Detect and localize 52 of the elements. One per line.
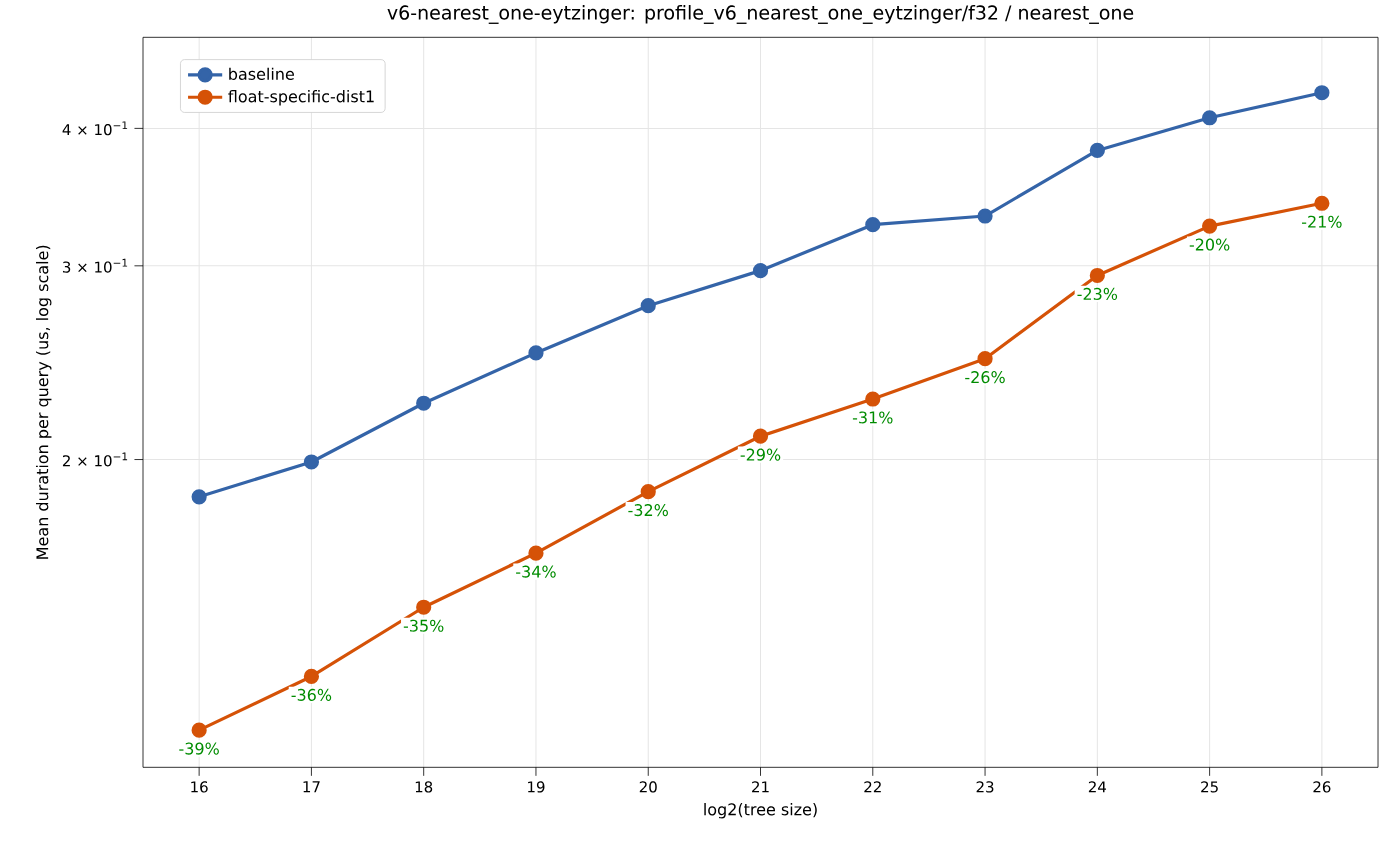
point	[640, 483, 656, 500]
annotation: -26%	[965, 370, 1005, 384]
point	[528, 545, 544, 561]
point	[865, 391, 881, 407]
legend-label: baseline	[229, 67, 294, 80]
point	[977, 350, 993, 367]
point	[191, 489, 207, 505]
point	[1314, 195, 1330, 211]
x-tick-label: 25	[1201, 781, 1218, 793]
point	[416, 599, 432, 615]
annotation: -36%	[291, 688, 332, 701]
annotation: -21%	[1302, 215, 1342, 228]
point	[865, 216, 881, 233]
point	[752, 428, 769, 444]
legend-label: float-specific-dist1	[228, 89, 374, 106]
x-tick-label: 21	[752, 781, 769, 793]
point	[977, 208, 993, 224]
x-tick-label: 20	[639, 781, 657, 793]
annotation: -31%	[852, 411, 893, 424]
point	[1089, 267, 1105, 283]
x-tick-label: 24	[1088, 781, 1107, 793]
annotation: -29%	[740, 448, 781, 461]
point	[1202, 110, 1218, 126]
y-tick-label: 4 × 10$^{−1}$	[62, 121, 128, 136]
point	[303, 668, 320, 684]
x-tick-label: 26	[1313, 781, 1331, 793]
y-axis-title: Mean duration per query (us, log scale)	[35, 245, 52, 559]
point	[1089, 142, 1105, 158]
point	[303, 454, 320, 470]
annotation: -34%	[516, 565, 556, 578]
x-tick-label: 22	[864, 781, 881, 793]
x-tick-label: 17	[303, 781, 320, 793]
annotation: -20%	[1189, 238, 1230, 251]
point	[416, 395, 432, 411]
point	[752, 262, 769, 279]
y-tick-label: 3 × 10$^{−1}$	[62, 258, 128, 273]
point	[528, 345, 544, 361]
annotation: -35%	[403, 619, 444, 632]
annotation: -23%	[1077, 287, 1118, 300]
x-tick-label: 16	[191, 781, 208, 793]
x-tick-label: 18	[415, 781, 433, 793]
x-tick-label: 23	[976, 781, 994, 793]
point	[191, 722, 207, 738]
point	[1202, 218, 1218, 234]
point	[640, 297, 656, 314]
x-axis-title: log2(tree size)	[704, 802, 817, 819]
chart-title: v6-nearest_one-eytzinger: profile_v6_nearest_one_eytzinger/f32 / nearest_one	[387, 4, 1134, 24]
x-tick-label: 19	[528, 781, 545, 793]
y-tick-label: 2 × 10$^{−1}$	[62, 452, 128, 467]
annotation: -32%	[628, 503, 668, 516]
point	[1314, 84, 1330, 101]
annotation: -39%	[179, 742, 219, 755]
